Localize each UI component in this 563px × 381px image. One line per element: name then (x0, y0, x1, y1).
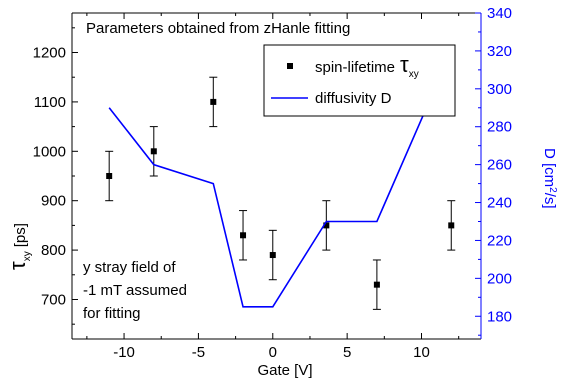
annotation-line: for fitting (83, 305, 141, 322)
spin-lifetime-point (210, 98, 217, 105)
spin-lifetime-point (106, 173, 113, 179)
y-right-tick-label: 300 (487, 81, 512, 98)
y-right-tick-label: 220 (487, 232, 512, 249)
legend-marker-spin (287, 63, 293, 69)
y-right-prefix: D [cm (541, 148, 558, 187)
spin-lifetime-point (240, 232, 247, 239)
y-right-tick-label: 280 (487, 119, 512, 136)
y-left-symbol: τ (5, 261, 30, 270)
svg-text:τxy[ps]: τxy [ps] (5, 223, 33, 270)
y-left-axis-label: τxy [ps] (5, 223, 33, 270)
y-right-tick-label: 340 (487, 5, 512, 22)
x-tick-label: -5 (192, 344, 205, 361)
spin-lifetime-point (323, 222, 330, 229)
y-right-axis-label: D [cm2/s] (541, 148, 558, 209)
y-left-tick-label: 900 (41, 193, 66, 210)
y-left-tick-label: 1200 (33, 45, 66, 62)
y-right-tick-label: 200 (487, 270, 512, 287)
y-left-tick-label: 1100 (34, 94, 66, 111)
y-right-suffix: /s] (541, 193, 558, 209)
annotation-line: -1 mT assumed (83, 282, 187, 299)
y-left-tick-label: 800 (41, 242, 66, 259)
y-right-tick-label: 240 (487, 195, 512, 212)
legend: spin-lifetime τxy diffusivity D (263, 44, 456, 117)
annotation-line: y stray field of (83, 259, 176, 276)
legend-label-spin: spin-lifetime τxy (315, 52, 419, 80)
y-left-unit: [ps] (12, 223, 29, 247)
x-tick-label: 0 (269, 344, 277, 361)
x-tick-label: 5 (343, 344, 351, 361)
svg-text:D [cm2/s]: D [cm2/s] (541, 148, 558, 209)
y-right-tick-label: 320 (487, 43, 512, 60)
x-tick-label: -10 (113, 344, 135, 361)
y-left-tick-label: 700 (41, 291, 66, 308)
spin-lifetime-point (269, 252, 276, 259)
legend-box (263, 44, 456, 117)
y-left-subscript: xy (22, 251, 33, 261)
spin-lifetime-point (448, 222, 455, 229)
y-right-superscript: 2 (547, 187, 558, 193)
x-axis-label: Gate [V] (257, 362, 312, 379)
diffusivity-line (108, 50, 452, 308)
legend-label-diffusivity: diffusivity D (315, 90, 392, 107)
y-right-tick-label: 260 (487, 157, 512, 174)
spin-lifetime-point (373, 281, 380, 288)
y-left-tick-label: 1000 (33, 143, 66, 160)
chart-annotation-title: Parameters obtained from zHanle fitting (86, 20, 350, 37)
chart-annotation-note: y stray field of -1 mT assumed for fitti… (83, 259, 187, 322)
y-right-tick-label: 180 (487, 308, 512, 325)
x-tick-label: 10 (413, 344, 430, 361)
spin-lifetime-point (150, 148, 157, 155)
